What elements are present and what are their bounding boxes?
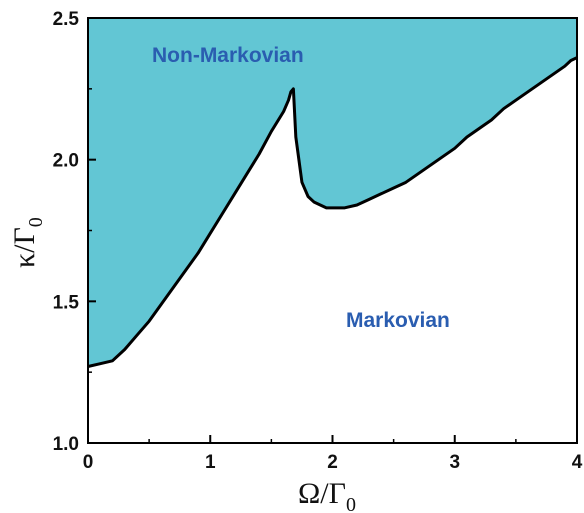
x-tick-label: 0 <box>83 452 94 473</box>
x-tick-label: 1 <box>205 452 216 473</box>
y-axis-label-main: κ/Γ <box>8 227 41 268</box>
x-axis-label-main: Ω/Γ <box>298 477 346 510</box>
y-tick-label: 1.0 <box>53 434 79 455</box>
y-tick-label: 2.0 <box>53 151 79 172</box>
y-tick-label: 1.5 <box>53 292 80 313</box>
plot-area <box>87 18 578 443</box>
x-tick-label: 2 <box>327 452 338 473</box>
x-tick-labels: 0 1 2 3 4 <box>83 452 583 473</box>
x-tick-label: 4 <box>572 452 583 473</box>
y-axis-label: κ/Γ0 <box>8 217 47 268</box>
region-label-markovian: Markovian <box>346 309 450 332</box>
x-tick-label: 3 <box>449 452 460 473</box>
y-tick-labels: 1.0 1.5 2.0 2.5 <box>53 9 80 455</box>
non-markovian-region <box>88 18 577 367</box>
y-tick-label: 2.5 <box>53 9 80 30</box>
plot-frame <box>87 17 578 444</box>
region-label-non-markovian: Non-Markovian <box>152 44 304 67</box>
y-axis-label-subscript: 0 <box>25 217 47 227</box>
x-axis-label-subscript: 0 <box>346 494 356 513</box>
boundary-line <box>87 56 578 368</box>
x-axis-label: Ω/Γ0 <box>298 477 356 513</box>
